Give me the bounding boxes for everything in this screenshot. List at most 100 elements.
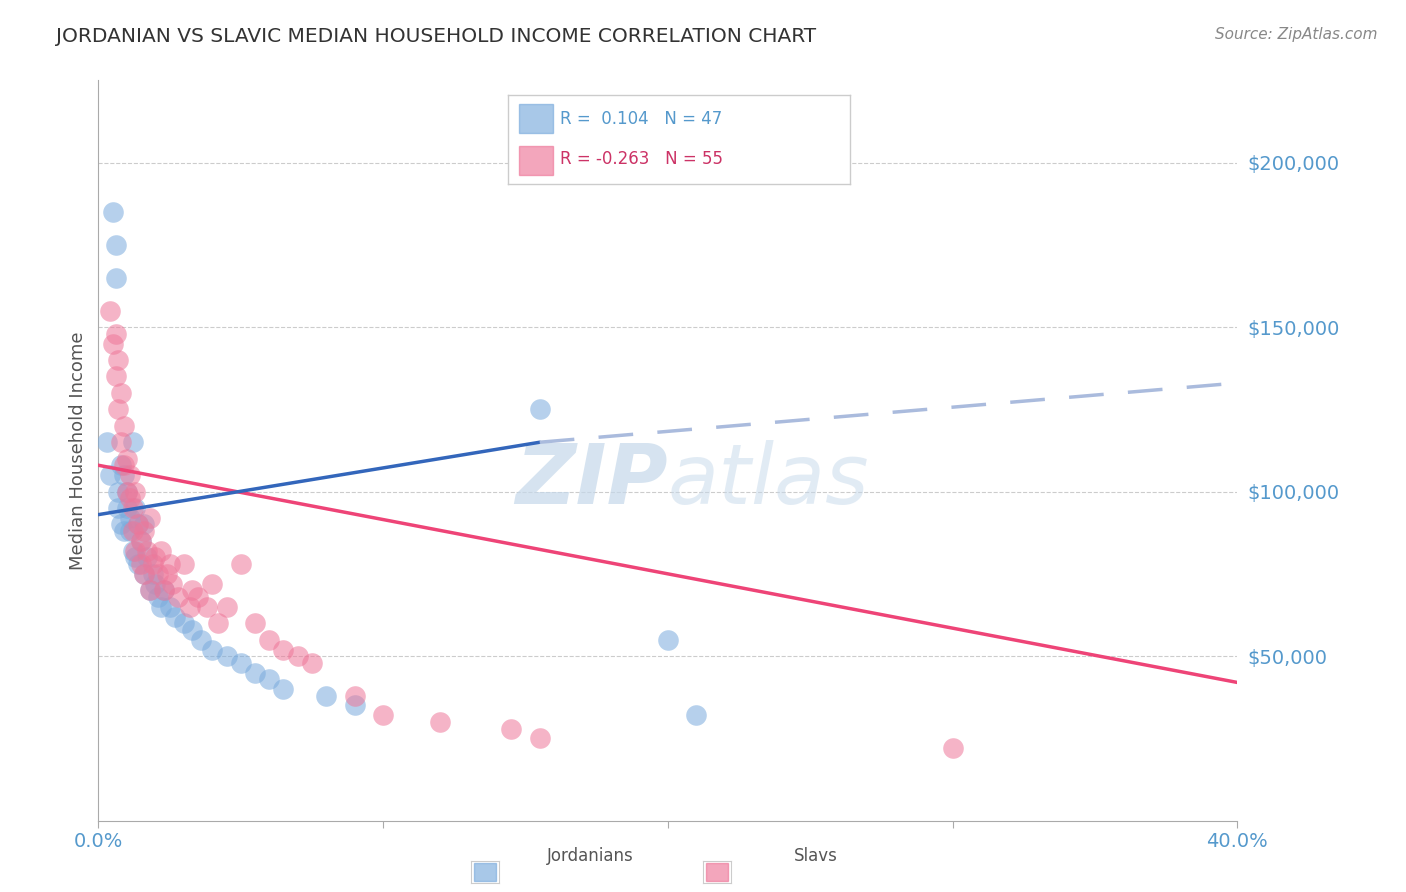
Point — [167, 590, 190, 604]
Point — [104, 326, 127, 341]
Point — [121, 501, 143, 516]
Point — [104, 237, 127, 252]
Point — [110, 385, 132, 400]
Point — [129, 557, 152, 571]
Point — [207, 616, 229, 631]
Point — [187, 590, 209, 604]
Point — [273, 681, 295, 696]
Point — [685, 708, 707, 723]
Point — [127, 557, 149, 571]
Point — [429, 714, 451, 729]
Point — [127, 517, 149, 532]
Text: Source: ZipAtlas.com: Source: ZipAtlas.com — [1215, 27, 1378, 42]
Bar — [706, 863, 728, 881]
Point — [132, 524, 155, 538]
Point — [110, 458, 132, 473]
Point — [98, 303, 121, 318]
Point — [121, 435, 143, 450]
Point — [141, 557, 163, 571]
Point — [124, 501, 146, 516]
Point — [315, 689, 337, 703]
Point — [135, 544, 157, 558]
Point — [165, 609, 187, 624]
Point — [129, 533, 152, 548]
Point — [150, 599, 173, 614]
Point — [96, 435, 118, 450]
Point — [153, 583, 176, 598]
Point — [141, 566, 163, 581]
Point — [124, 484, 146, 499]
Point — [215, 599, 238, 614]
Point — [129, 533, 152, 548]
Point — [115, 484, 138, 499]
Point — [148, 566, 170, 581]
Point — [150, 544, 173, 558]
Point — [259, 672, 281, 686]
Point — [112, 468, 135, 483]
Point — [343, 689, 366, 703]
Point — [181, 583, 204, 598]
Text: JORDANIAN VS SLAVIC MEDIAN HOUSEHOLD INCOME CORRELATION CHART: JORDANIAN VS SLAVIC MEDIAN HOUSEHOLD INC… — [56, 27, 817, 45]
Point — [107, 353, 129, 368]
Point — [101, 336, 124, 351]
Text: ZIP: ZIP — [515, 440, 668, 521]
Point — [259, 632, 281, 647]
Point — [104, 369, 127, 384]
Text: Slavs: Slavs — [793, 847, 838, 865]
Point — [138, 511, 160, 525]
Point — [112, 418, 135, 433]
Point — [148, 590, 170, 604]
Point — [124, 544, 146, 558]
Point — [343, 698, 366, 713]
Point — [107, 402, 129, 417]
Point — [104, 270, 127, 285]
Point — [107, 501, 129, 516]
Point — [153, 583, 176, 598]
Point — [229, 557, 252, 571]
Point — [118, 511, 141, 525]
Point — [529, 402, 551, 417]
Point — [181, 623, 204, 637]
Point — [135, 550, 157, 565]
Point — [373, 708, 395, 723]
Point — [215, 649, 238, 664]
Point — [132, 517, 155, 532]
Point — [98, 468, 121, 483]
Point — [101, 205, 124, 219]
Point — [132, 566, 155, 581]
Point — [301, 656, 323, 670]
Point — [942, 741, 965, 756]
Point — [190, 632, 212, 647]
Point — [124, 550, 146, 565]
Point — [501, 722, 523, 736]
Point — [121, 524, 143, 538]
Point — [138, 583, 160, 598]
Point — [118, 524, 141, 538]
Point — [201, 642, 224, 657]
Point — [118, 468, 141, 483]
Point — [107, 484, 129, 499]
Point — [201, 576, 224, 591]
Point — [162, 576, 184, 591]
Point — [145, 576, 167, 591]
Point — [229, 656, 252, 670]
Point — [156, 566, 179, 581]
Point — [287, 649, 309, 664]
Point — [110, 517, 132, 532]
Point — [121, 544, 143, 558]
Point — [159, 599, 181, 614]
Point — [173, 616, 195, 631]
Bar — [474, 863, 496, 881]
Point — [118, 491, 141, 505]
Point — [115, 484, 138, 499]
Text: atlas: atlas — [668, 440, 869, 521]
Point — [115, 501, 138, 516]
Point — [138, 583, 160, 598]
Point — [243, 616, 266, 631]
Y-axis label: Median Household Income: Median Household Income — [69, 331, 87, 570]
Point — [179, 599, 201, 614]
Point — [529, 731, 551, 746]
Point — [657, 632, 679, 647]
Point — [145, 550, 167, 565]
Point — [127, 517, 149, 532]
